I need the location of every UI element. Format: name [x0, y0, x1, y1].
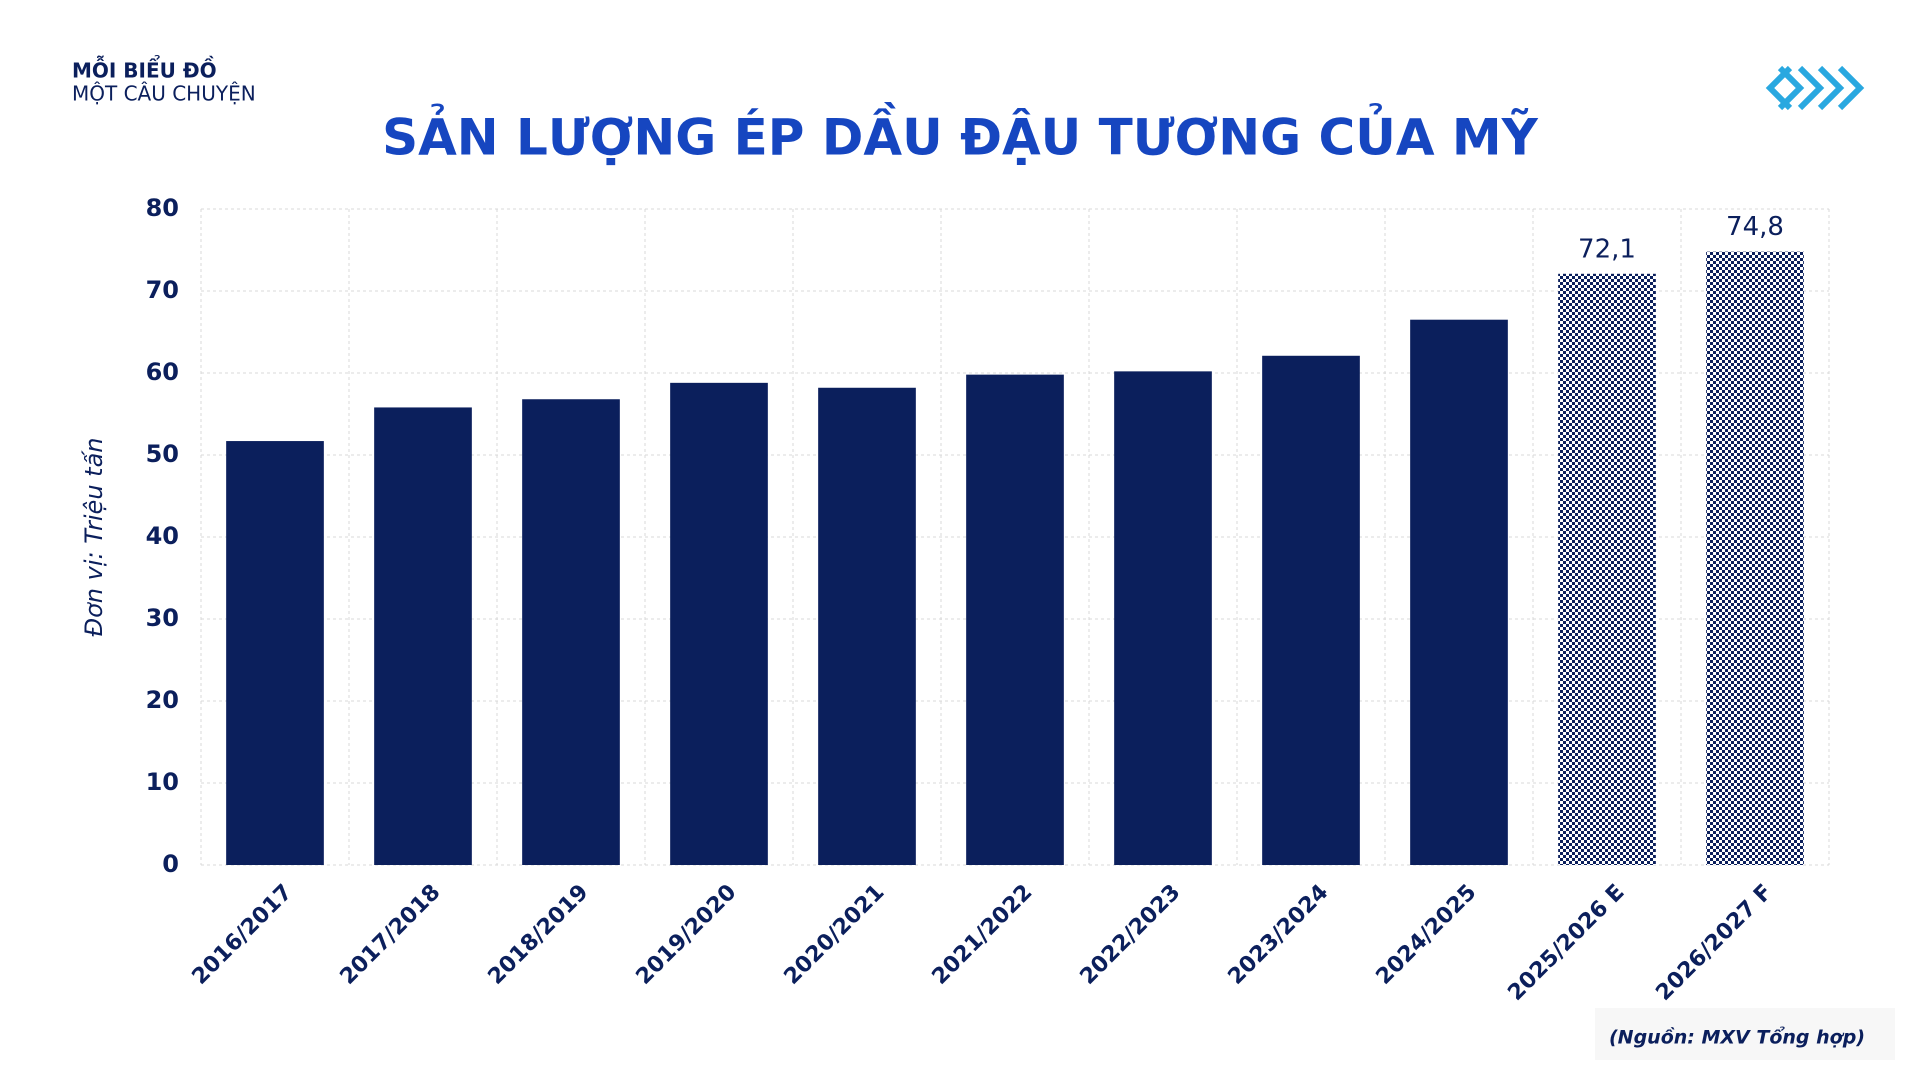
bar: [670, 382, 768, 865]
x-tick-label: 2026/2027 F: [1651, 880, 1777, 1006]
logo: [1765, 65, 1865, 111]
y-tick-label: 60: [146, 358, 179, 386]
brand-line-2: MỘT CÂU CHUYỆN: [72, 82, 256, 106]
x-tick-label: 2023/2024: [1224, 880, 1334, 990]
y-axis-label: Đơn vị: Triệu tấn: [80, 438, 108, 637]
value-label: 74,8: [1726, 212, 1784, 242]
bar: [1558, 273, 1656, 865]
y-tick-label: 50: [146, 440, 179, 468]
y-tick-label: 20: [146, 686, 179, 714]
x-tick-label: 2022/2023: [1076, 880, 1186, 990]
bar: [1114, 371, 1212, 865]
y-tick-label: 70: [146, 276, 179, 304]
y-tick-label: 80: [146, 194, 179, 222]
x-tick-label: 2019/2020: [632, 880, 742, 990]
bar: [818, 387, 916, 865]
bar: [522, 399, 620, 865]
source: (Nguồn: MXV Tổng hợp): [1609, 1026, 1865, 1049]
x-tick-label: 2021/2022: [928, 880, 1038, 990]
source-box: [1595, 1008, 1895, 1060]
bar: [226, 441, 324, 865]
bar: [966, 374, 1064, 865]
y-tick-label: 30: [146, 604, 179, 632]
bar: [1262, 355, 1360, 865]
y-tick-label: 40: [146, 522, 179, 550]
brand-line-1: MỖI BIỂU ĐỒ: [72, 56, 217, 83]
bar: [1706, 251, 1804, 865]
chart-title: SẢN LƯỢNG ÉP DẦU ĐẬU TƯƠNG CỦA MỸ: [382, 102, 1539, 167]
y-tick-label: 0: [162, 850, 179, 878]
x-tick-label: 2016/2017: [188, 880, 298, 990]
bar: [1410, 319, 1508, 865]
bar: [374, 407, 472, 865]
x-tick-label: 2017/2018: [336, 880, 446, 990]
x-tick-label: 2018/2019: [484, 880, 594, 990]
x-tick-label: 2020/2021: [780, 880, 890, 990]
x-tick-label: 2024/2025: [1372, 880, 1482, 990]
value-label: 72,1: [1578, 234, 1636, 264]
x-tick-label: 2025/2026 E: [1503, 880, 1629, 1006]
y-tick-label: 10: [146, 768, 179, 796]
